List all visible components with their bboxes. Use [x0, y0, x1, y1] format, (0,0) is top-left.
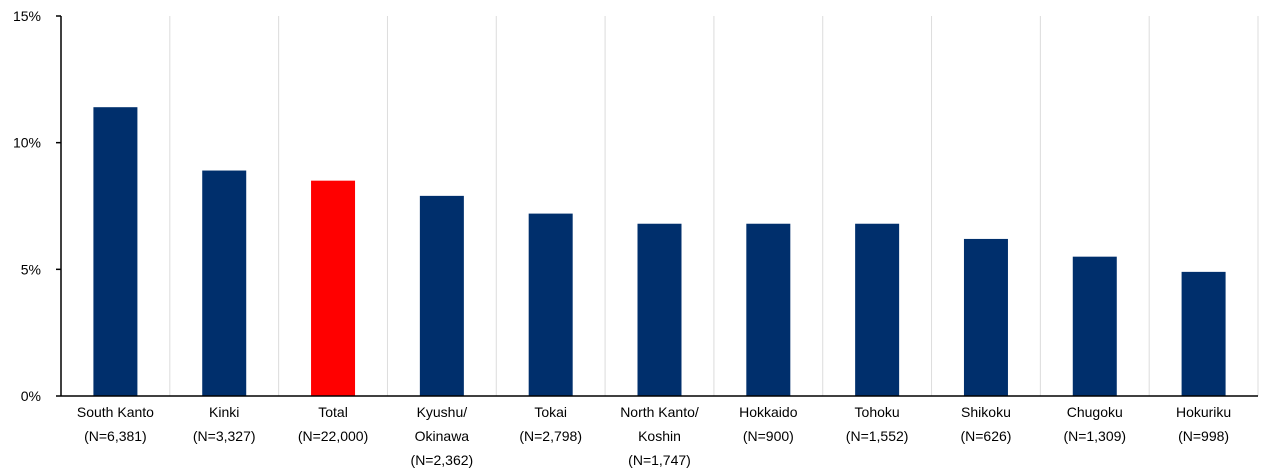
x-category-label: Okinawa [415, 428, 470, 444]
x-category-label: (N=6,381) [84, 428, 147, 444]
bar-south-kanto [93, 107, 138, 396]
x-category-label: Hokkaido [739, 404, 798, 420]
bar-tokai [528, 213, 573, 396]
x-category-label: Kyushu/ [417, 404, 468, 420]
x-category-label: (N=900) [743, 428, 794, 444]
y-tick-label: 10% [13, 135, 41, 151]
x-axis-category-labels: South Kanto (N=6,381) Kinki (N=3,327) Total (… [77, 404, 1231, 468]
x-category-label: (N=2,798) [519, 428, 582, 444]
bar-kyushu [419, 195, 464, 396]
x-category-label: (N=998) [1178, 428, 1229, 444]
bar-chugoku [1072, 256, 1117, 396]
x-category-label: (N=626) [960, 428, 1011, 444]
x-category-label: Tohoku [855, 404, 900, 420]
gridlines [169, 16, 1259, 396]
y-tick-label: 15% [13, 8, 41, 24]
x-category-label: Tokai [534, 404, 567, 420]
x-category-label: Chugoku [1067, 404, 1123, 420]
x-category-label: Total [318, 404, 348, 420]
bar-shikoku [963, 238, 1008, 396]
x-category-label: (N=22,000) [298, 428, 368, 444]
bar-hokkaido [746, 223, 791, 396]
bar-kinki [202, 170, 247, 396]
x-category-label: (N=2,362) [411, 452, 474, 468]
x-category-label: Koshin [638, 428, 681, 444]
x-category-label: Hokuriku [1176, 404, 1231, 420]
y-tick-label: 5% [21, 261, 41, 277]
x-category-label: North Kanto/ [620, 404, 699, 420]
x-category-label: Kinki [209, 404, 239, 420]
bar-north-kanto [637, 223, 682, 396]
x-category-label: South Kanto [77, 404, 154, 420]
y-tick-label: 0% [21, 388, 41, 404]
x-category-label: (N=3,327) [193, 428, 256, 444]
x-category-label: Shikoku [961, 404, 1011, 420]
bars [93, 107, 1226, 396]
x-category-label: (N=1,552) [846, 428, 909, 444]
bar-total [311, 180, 356, 396]
y-axis-tick-labels: 0% 5% 10% 15% [13, 8, 41, 404]
bar-tohoku [855, 223, 900, 396]
x-category-label: (N=1,309) [1063, 428, 1126, 444]
axes [56, 15, 1258, 397]
x-category-label: (N=1,747) [628, 452, 691, 468]
bar-hokuriku [1181, 271, 1226, 396]
